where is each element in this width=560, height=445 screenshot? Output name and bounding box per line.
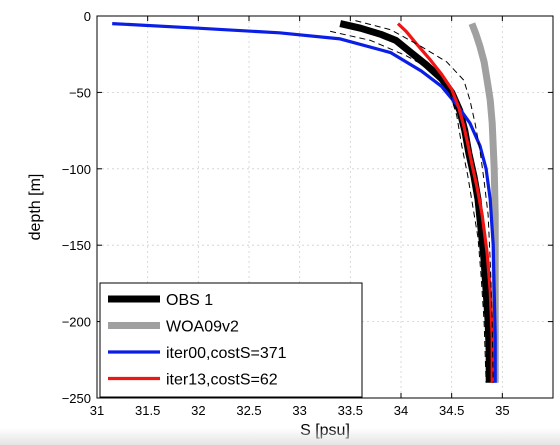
series-line-iter00-costs-371 — [112, 22, 497, 383]
y-tick-label: −50 — [69, 85, 91, 100]
x-tick-label: 33.5 — [338, 403, 363, 418]
y-tick-label: 0 — [84, 9, 91, 24]
plot-area-frame — [96, 15, 554, 399]
series-line-obs-1-bounds-upper — [355, 20, 494, 383]
x-tick-label: 34.5 — [439, 403, 464, 418]
x-tick-label: 32.5 — [236, 403, 261, 418]
legend-entry-label: OBS 1 — [166, 292, 213, 309]
y-tick-label: −200 — [62, 315, 91, 330]
x-tick-label: 31 — [90, 403, 104, 418]
series-line-woa09v2 — [468, 22, 499, 383]
legend-entry-label: WOA09v2 — [166, 319, 239, 336]
y-tick-label: −100 — [62, 162, 91, 177]
x-tick-label: 32 — [191, 403, 205, 418]
x-tick-label: 35 — [495, 403, 509, 418]
legend-entry-label: iter13,costS=62 — [166, 372, 278, 389]
series-lines — [112, 20, 499, 383]
legend-entry-label: iter00,costS=371 — [166, 345, 287, 362]
axis-ticks: 31 31.5 32 32.5 33 33.5 34 34.5 35 0 −50 −100 −150 −2… — [62, 9, 553, 418]
series-line-iter13-costs-62 — [396, 22, 494, 383]
series-line-obs-1 — [339, 20, 493, 383]
x-tick-label: 34 — [394, 403, 408, 418]
x-tick-label: 33 — [292, 403, 306, 418]
y-tick-label: −150 — [62, 238, 91, 253]
y-axis-label: depth [m] — [27, 174, 44, 241]
x-tick-label: 31.5 — [135, 403, 160, 418]
x-axis-label: S [psu] — [300, 422, 350, 439]
series-line-obs-1-bounds — [329, 30, 487, 383]
legend: OBS 1 WOA09v2 iter00,costS=371 iter13,costS… — [99, 282, 363, 398]
y-tick-label: −250 — [62, 391, 91, 406]
